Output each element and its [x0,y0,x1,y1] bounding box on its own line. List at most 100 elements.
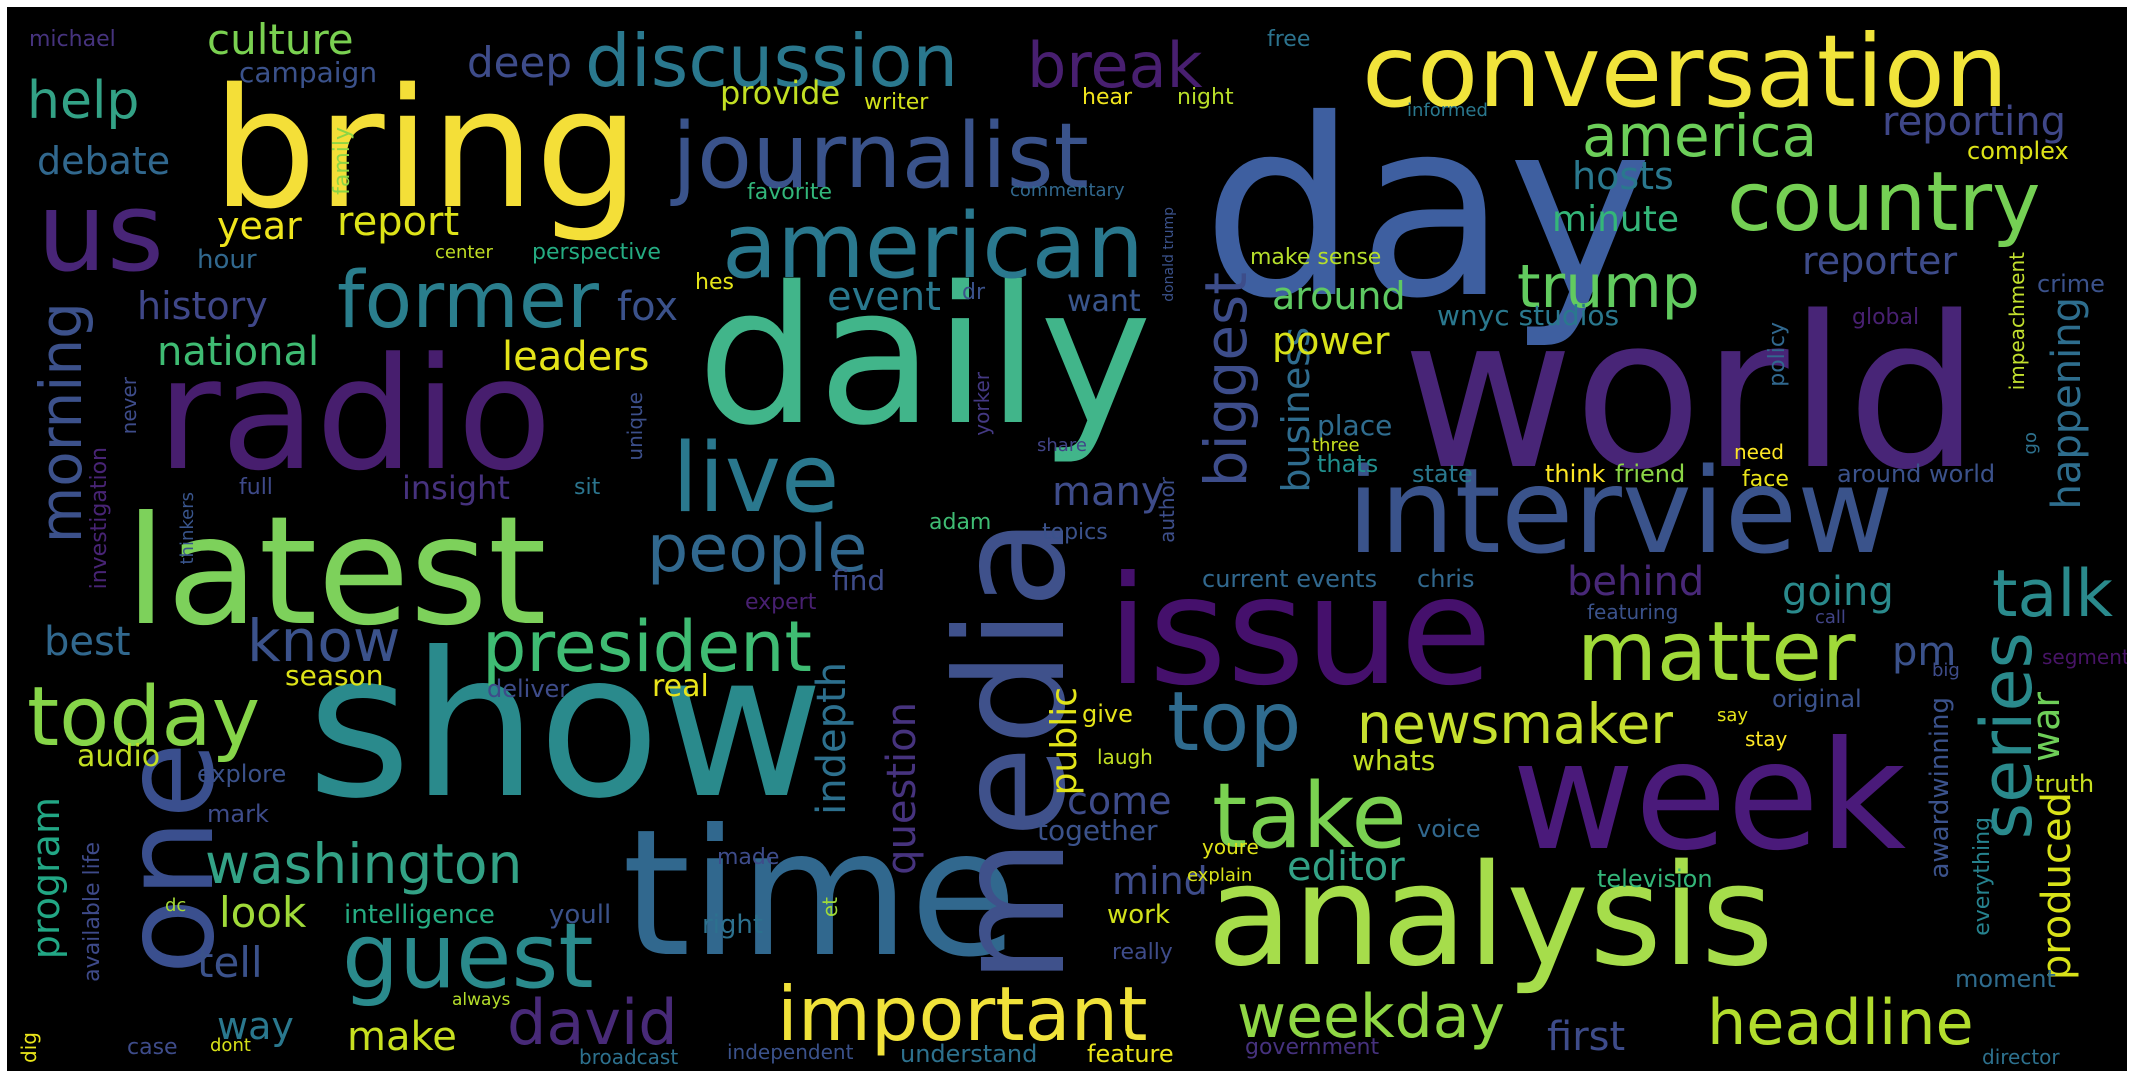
word-explain: explain [1187,865,1253,886]
word-season: season [285,659,384,692]
word-say: say [1717,705,1749,726]
word-donald-trump: donald trump [1161,207,1177,302]
word-newsmaker: newsmaker [1357,692,1673,756]
word-deep: deep [467,38,572,87]
word-power: power [1272,319,1390,363]
word-independent: independent [727,1040,854,1064]
word-favorite: favorite [747,180,833,205]
word-make-sense: make sense [1250,245,1382,270]
word-break: break [1027,29,1203,102]
word-daily: daily [697,246,1153,467]
word-going: going [1782,569,1894,615]
word-perspective: perspective [532,240,661,265]
word-guest: guest [342,904,594,1009]
word-conversation: conversation [1362,13,2009,130]
word-tell: tell [197,938,263,987]
word-report: report [337,199,460,245]
word-big: big [1932,660,1960,681]
word-many: many [1052,469,1165,515]
word-go: go [2020,432,2041,455]
word-hear: hear [1082,85,1133,110]
word-et: et [818,897,842,918]
word-david: david [507,986,678,1059]
word-global: global [1852,305,1920,330]
word-matter: matter [1577,605,1856,700]
word-morning: morning [27,302,95,544]
word-come: come [1067,779,1172,823]
word-state: state [1412,460,1473,488]
word-produced: produced [2034,792,2080,981]
word-happening: happening [2044,297,2090,510]
word-thats: thats [1317,450,1379,478]
word-editor: editor [1287,844,1405,890]
word-share: share [1037,435,1087,456]
word-voice: voice [1417,815,1481,843]
word-find: find [832,564,886,597]
word-television: television [1597,865,1713,893]
word-around: around [1272,274,1406,318]
word-issue: issue [1107,545,1493,719]
word-us: us [37,168,165,296]
word-former: former [337,256,599,346]
word-top: top [1167,675,1302,770]
word-face: face [1742,467,1789,492]
word-culture: culture [207,15,354,64]
word-informed: informed [1407,100,1488,121]
word-expert: expert [745,590,817,615]
word-intelligence: intelligence [344,900,495,930]
word-friend: friend [1615,460,1686,488]
word-fox: fox [617,284,678,330]
word-impeachment: impeachment [2005,252,2029,391]
word-explore: explore [197,760,287,788]
word-available-life: available life [80,842,105,982]
word-world: world [1402,271,1981,516]
word-investigation: investigation [87,447,112,590]
word-debate: debate [37,139,171,183]
word-yorker: yorker [970,372,994,436]
word-hosts: hosts [1572,154,1674,198]
word-mark: mark [207,800,269,828]
word-audio: audio [77,739,161,774]
word-live: live [672,424,840,534]
word-provide: provide [720,74,841,112]
word-everything: everything [1970,817,1995,936]
word-take: take [1212,764,1407,869]
word-day: day [1202,67,1653,352]
word-pm: pm [1892,629,1957,675]
word-director: director [1982,1045,2060,1069]
word-complex: complex [1967,137,2069,165]
word-insight: insight [402,469,510,507]
word-need: need [1734,440,1784,464]
word-commentary: commentary [1010,180,1125,201]
word-wnyc-studios: wnyc studios [1437,299,1620,332]
word-real: real [652,669,709,704]
word-awardwinning: awardwinning [1925,697,1955,879]
word-analysis: analysis [1207,835,1774,998]
word-policy: policy [1765,322,1790,387]
word-topics: topics [1042,520,1108,545]
word-dont: dont [210,1035,251,1056]
word-unique: unique [623,392,647,461]
word-call: call [1815,607,1846,628]
word-thinkers: thinkers [177,492,198,565]
word-place: place [1317,409,1393,442]
word-history: history [137,284,268,328]
word-chris: chris [1417,565,1475,593]
word-stay: stay [1745,727,1788,751]
word-know: know [247,607,401,675]
word-free: free [1267,27,1311,52]
word-government: government [1245,1035,1380,1060]
word-want: want [1067,284,1141,319]
word-give: give [1082,700,1133,728]
word-first: first [1547,1014,1626,1060]
word-behind: behind [1567,559,1705,605]
word-radio: radio [157,324,552,505]
word-hour: hour [197,245,257,275]
word-adam: adam [929,510,992,535]
word-reporter: reporter [1802,239,1958,283]
word-youre: youre [1202,835,1259,859]
word-america: america [1582,102,1818,170]
word-american: american [722,194,1144,299]
word-sit: sit [574,475,601,500]
word-president: president [482,606,812,688]
